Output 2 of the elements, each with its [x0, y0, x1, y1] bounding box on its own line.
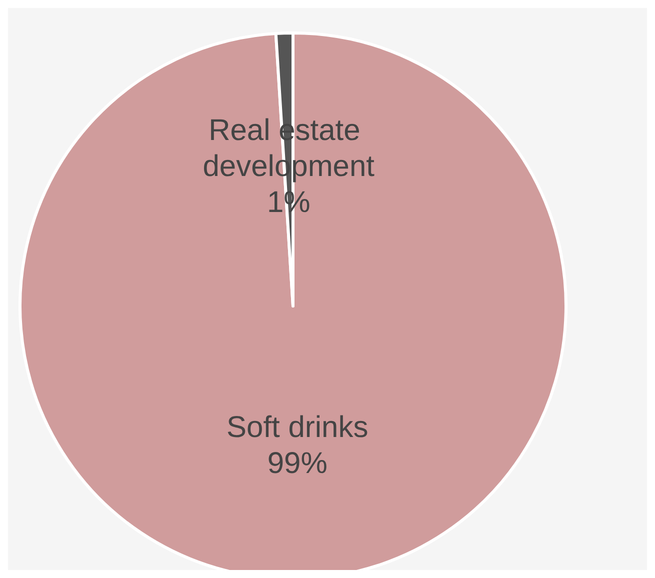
data-label: 99%	[267, 446, 328, 480]
slice-label: Soft drinks	[226, 410, 368, 444]
